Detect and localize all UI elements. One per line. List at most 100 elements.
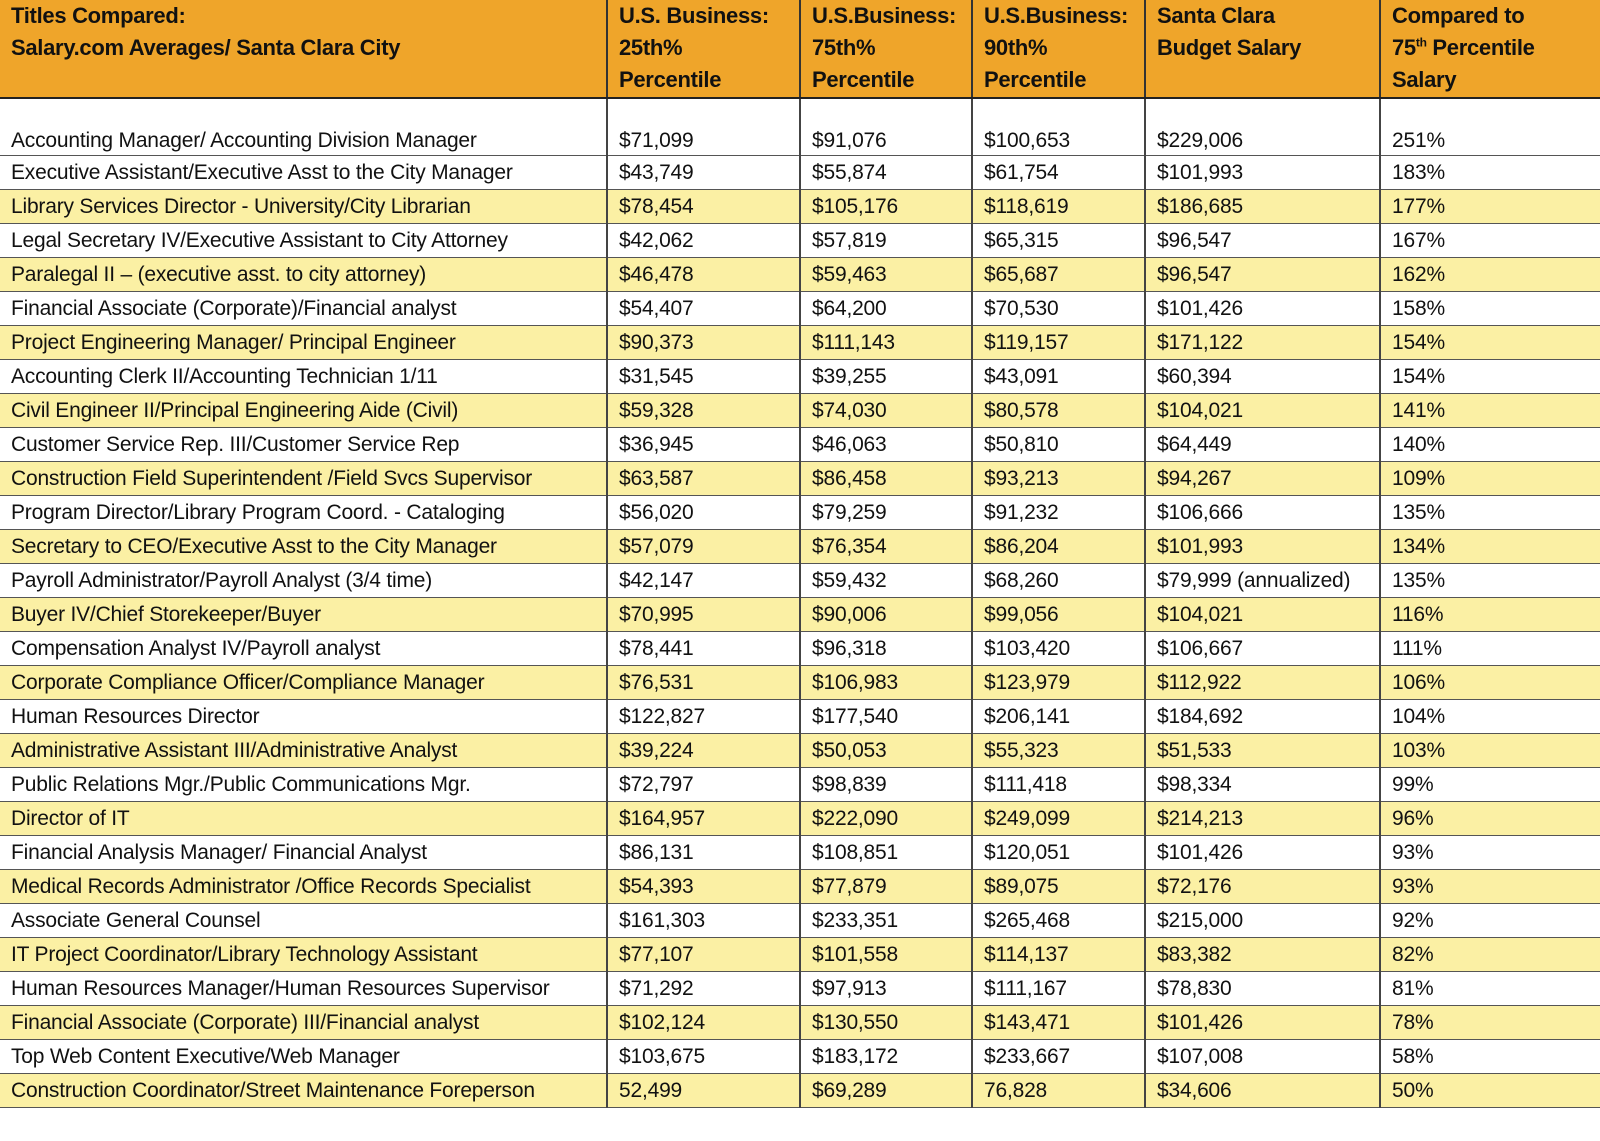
cell-75th-percentile: $90,006: [800, 597, 973, 632]
header-25th: U.S. Business: 25th% Percentile: [607, 0, 801, 99]
cell-75th-percentile: $77,879: [800, 869, 973, 904]
cell-compared-pct: 140%: [1380, 427, 1600, 462]
header-titles: Titles Compared: Salary.com Averages/ San…: [0, 0, 608, 99]
cell-budget-salary: $229,006: [1145, 98, 1381, 156]
cell-budget-salary: $96,547: [1145, 223, 1381, 258]
cell-compared-pct: 103%: [1380, 733, 1600, 768]
cell-budget-salary: $96,547: [1145, 257, 1381, 292]
cell-75th-percentile: $105,176: [800, 189, 973, 224]
table-row: Accounting Clerk II/Accounting Technicia…: [0, 359, 1600, 394]
cell-budget-salary: $79,999 (annualized): [1145, 563, 1381, 598]
table-row: Executive Assistant/Executive Asst to th…: [0, 155, 1600, 190]
cell-25th-percentile: $86,131: [607, 835, 801, 870]
cell-title: Buyer IV/Chief Storekeeper/Buyer: [0, 597, 608, 632]
cell-90th-percentile: $65,687: [972, 257, 1146, 292]
cell-title: Compensation Analyst IV/Payroll analyst: [0, 631, 608, 666]
cell-90th-percentile: $99,056: [972, 597, 1146, 632]
cell-75th-percentile: $74,030: [800, 393, 973, 428]
cell-budget-salary: $94,267: [1145, 461, 1381, 496]
cell-75th-percentile: $59,432: [800, 563, 973, 598]
cell-compared-pct: 96%: [1380, 801, 1600, 836]
cell-title: Civil Engineer II/Principal Engineering …: [0, 393, 608, 428]
cell-90th-percentile: $93,213: [972, 461, 1146, 496]
cell-budget-salary: $107,008: [1145, 1039, 1381, 1074]
table-row: Project Engineering Manager/ Principal E…: [0, 325, 1600, 360]
table-row: Customer Service Rep. III/Customer Servi…: [0, 427, 1600, 462]
cell-budget-salary: $101,426: [1145, 291, 1381, 326]
cell-title: IT Project Coordinator/Library Technolog…: [0, 937, 608, 972]
cell-75th-percentile: $233,351: [800, 903, 973, 938]
cell-compared-pct: 162%: [1380, 257, 1600, 292]
cell-75th-percentile: $98,839: [800, 767, 973, 802]
cell-75th-percentile: $64,200: [800, 291, 973, 326]
cell-title: Director of IT: [0, 801, 608, 836]
cell-title: Top Web Content Executive/Web Manager: [0, 1039, 608, 1074]
cell-90th-percentile: $123,979: [972, 665, 1146, 700]
cell-compared-pct: 99%: [1380, 767, 1600, 802]
cell-75th-percentile: $177,540: [800, 699, 973, 734]
cell-90th-percentile: $111,418: [972, 767, 1146, 802]
cell-budget-salary: $215,000: [1145, 903, 1381, 938]
cell-25th-percentile: $70,995: [607, 597, 801, 632]
cell-budget-salary: $106,666: [1145, 495, 1381, 530]
cell-25th-percentile: $161,303: [607, 903, 801, 938]
header-budget-salary: Santa Clara Budget Salary: [1145, 0, 1381, 99]
cell-90th-percentile: $70,530: [972, 291, 1146, 326]
cell-compared-pct: 167%: [1380, 223, 1600, 258]
cell-75th-percentile: $101,558: [800, 937, 973, 972]
cell-25th-percentile: $54,407: [607, 291, 801, 326]
cell-compared-pct: 154%: [1380, 325, 1600, 360]
cell-budget-salary: $104,021: [1145, 393, 1381, 428]
header-line: U.S. Business:: [619, 3, 769, 28]
cell-75th-percentile: $91,076: [800, 98, 973, 156]
cell-90th-percentile: 76,828: [972, 1073, 1146, 1108]
header-line: 75th%: [812, 35, 876, 60]
cell-25th-percentile: $103,675: [607, 1039, 801, 1074]
cell-90th-percentile: $89,075: [972, 869, 1146, 904]
cell-75th-percentile: $46,063: [800, 427, 973, 462]
header-line: Percentile: [812, 67, 915, 92]
header-row: Titles Compared: Salary.com Averages/ San…: [0, 0, 1600, 99]
cell-90th-percentile: $61,754: [972, 155, 1146, 190]
cell-title: Legal Secretary IV/Executive Assistant t…: [0, 223, 608, 258]
cell-25th-percentile: $122,827: [607, 699, 801, 734]
cell-90th-percentile: $114,137: [972, 937, 1146, 972]
cell-90th-percentile: $50,810: [972, 427, 1146, 462]
header-line: U.S.Business:: [984, 3, 1129, 28]
cell-title: Financial Associate (Corporate)/Financia…: [0, 291, 608, 326]
cell-90th-percentile: $118,619: [972, 189, 1146, 224]
cell-title: Financial Analysis Manager/ Financial An…: [0, 835, 608, 870]
cell-compared-pct: 92%: [1380, 903, 1600, 938]
header-line: Salary.com Averages/ Santa Clara City: [11, 35, 401, 60]
cell-25th-percentile: $76,531: [607, 665, 801, 700]
table-row: Payroll Administrator/Payroll Analyst (3…: [0, 563, 1600, 598]
cell-25th-percentile: 52,499: [607, 1073, 801, 1108]
cell-75th-percentile: $57,819: [800, 223, 973, 258]
cell-75th-percentile: $86,458: [800, 461, 973, 496]
cell-title: Accounting Manager/ Accounting Division …: [0, 98, 608, 156]
cell-90th-percentile: $120,051: [972, 835, 1146, 870]
cell-budget-salary: $78,830: [1145, 971, 1381, 1006]
table-row: Human Resources Director $122,827 $177,540…: [0, 699, 1600, 734]
cell-title: Corporate Compliance Officer/Compliance …: [0, 665, 608, 700]
cell-title: Financial Associate (Corporate) III/Fina…: [0, 1005, 608, 1040]
cell-budget-salary: $184,692: [1145, 699, 1381, 734]
header-line: Percentile: [1426, 35, 1535, 60]
header-line: 75: [1392, 35, 1416, 60]
table-row: Civil Engineer II/Principal Engineering …: [0, 393, 1600, 428]
cell-90th-percentile: $265,468: [972, 903, 1146, 938]
cell-90th-percentile: $80,578: [972, 393, 1146, 428]
cell-75th-percentile: $108,851: [800, 835, 973, 870]
cell-90th-percentile: $143,471: [972, 1005, 1146, 1040]
cell-title: Public Relations Mgr./Public Communicati…: [0, 767, 608, 802]
cell-75th-percentile: $96,318: [800, 631, 973, 666]
header-line: 25th%: [619, 35, 683, 60]
cell-25th-percentile: $56,020: [607, 495, 801, 530]
table-row: Financial Analysis Manager/ Financial An…: [0, 835, 1600, 870]
cell-title: Program Director/Library Program Coord. …: [0, 495, 608, 530]
table-row: IT Project Coordinator/Library Technolog…: [0, 937, 1600, 972]
cell-75th-percentile: $55,874: [800, 155, 973, 190]
table-row: Top Web Content Executive/Web Manager $10…: [0, 1039, 1600, 1074]
cell-25th-percentile: $72,797: [607, 767, 801, 802]
header-line: Compared to: [1392, 3, 1525, 28]
